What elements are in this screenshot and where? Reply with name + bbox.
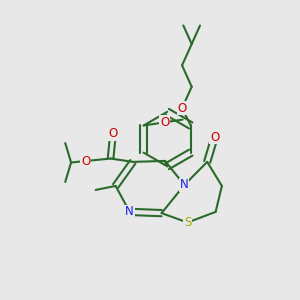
Text: O: O <box>177 102 187 115</box>
Text: O: O <box>81 154 90 167</box>
Text: S: S <box>184 216 191 229</box>
Text: O: O <box>160 116 169 129</box>
Text: O: O <box>160 116 169 129</box>
Text: N: N <box>180 178 189 191</box>
Text: O: O <box>81 154 90 167</box>
Text: O: O <box>108 127 118 140</box>
Text: O: O <box>177 102 187 115</box>
Text: O: O <box>108 127 118 140</box>
Text: O: O <box>210 130 219 143</box>
Text: N: N <box>125 206 134 218</box>
Text: O: O <box>210 130 219 143</box>
